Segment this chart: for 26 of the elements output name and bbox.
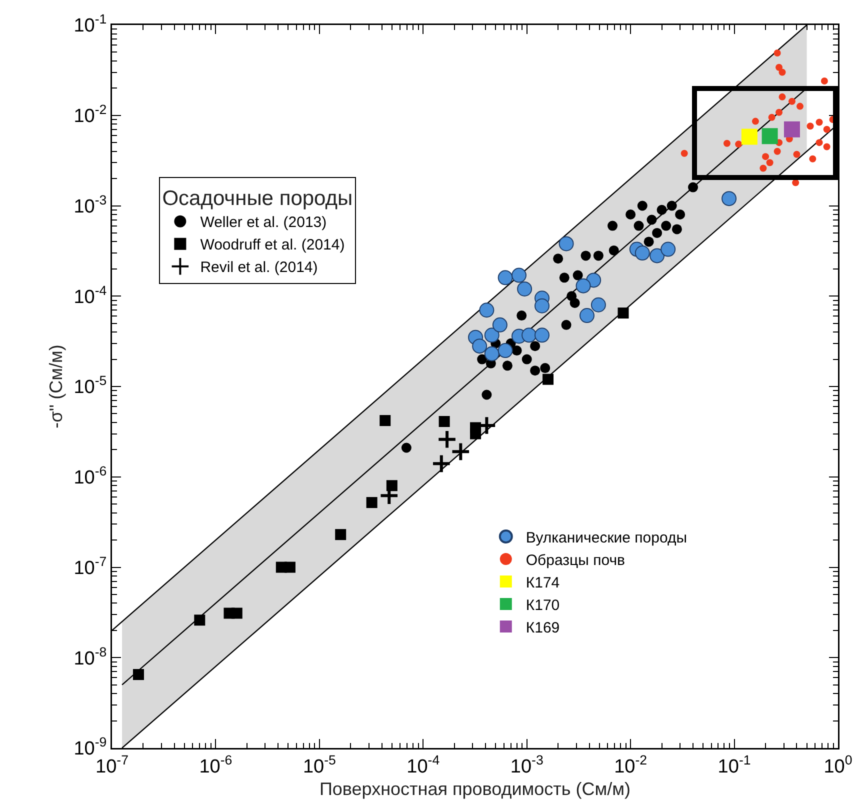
y-tick-label: 10$^{-6}$ bbox=[74, 464, 107, 489]
y-tick-label: 10$^{-1}$ bbox=[74, 12, 107, 37]
legend-label: К169 bbox=[526, 619, 560, 636]
y-tick-label: 10$^{-4}$ bbox=[74, 282, 107, 308]
x-tick-label: 10$^{-4}$ bbox=[406, 752, 440, 778]
y-tick-label: 10$^{-3}$ bbox=[74, 192, 107, 218]
legend-label: Образцы почв bbox=[526, 552, 626, 569]
legend-label: Revil et al. (2014) bbox=[200, 259, 318, 276]
x-tick-label: 10$^{-6}$ bbox=[199, 752, 232, 778]
y-tick-label: 10$^{-5}$ bbox=[74, 373, 107, 398]
legend-label: Weller et al. (2013) bbox=[200, 214, 327, 232]
y-axis-title: -σ'' (См/м) bbox=[46, 344, 66, 428]
x-tick-label: 10$^{-5}$ bbox=[302, 752, 336, 778]
legend-title: Осадочные породы bbox=[162, 187, 353, 210]
legend-label: К170 bbox=[526, 596, 560, 614]
legend-label: Woodruff et al. (2014) bbox=[200, 236, 345, 254]
y-tick-label: 10$^{-2}$ bbox=[74, 102, 107, 128]
legend-label: К174 bbox=[526, 574, 560, 592]
y-tick-label: 10$^{-7}$ bbox=[74, 554, 107, 579]
legend-label: Вулканические породы bbox=[526, 529, 688, 546]
x-axis-title: Поверхностная проводимость (См/м) bbox=[319, 779, 631, 800]
x-tick-label: 10$^{-1}$ bbox=[718, 752, 751, 778]
x-tick-label: 10$^{-3}$ bbox=[510, 752, 544, 778]
y-tick-label: 10$^{-8}$ bbox=[74, 644, 107, 670]
x-tick-label: 10$^{-2}$ bbox=[614, 752, 648, 778]
x-tick-label: 10$^{0}$ bbox=[824, 752, 852, 778]
